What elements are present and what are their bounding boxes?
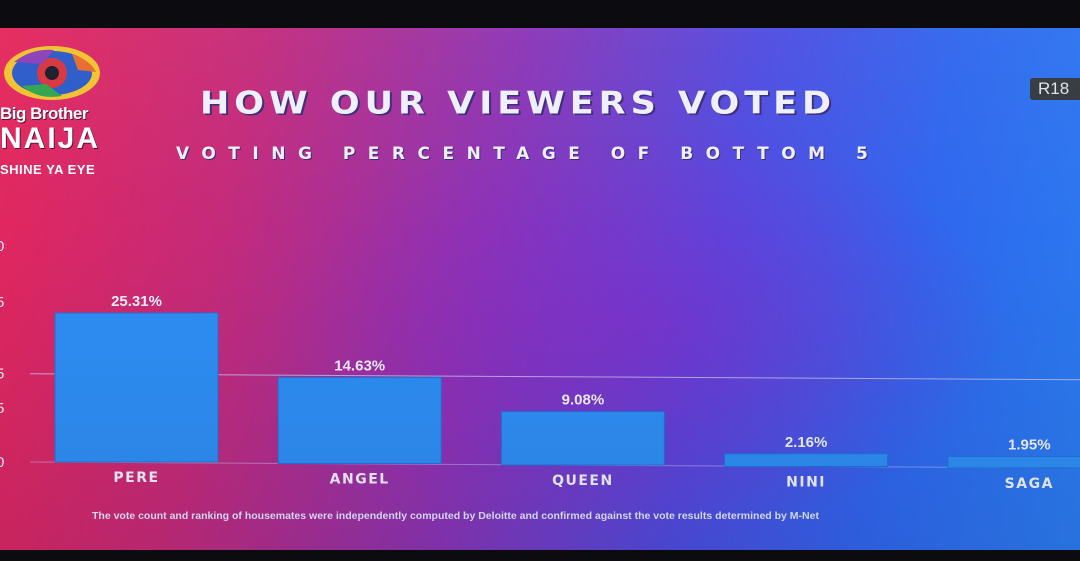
logo-text-naija: NAIJA [0,122,101,155]
age-rating-badge: R18 [1030,78,1080,100]
bar-angel [277,376,442,464]
category-label: SAGA [1005,476,1054,492]
y-tick-label: 5 [0,294,4,311]
bar-chart: 0 5 5 5 0 25.31% PERE 14.63% ANGEL 9.08% QUEEN 2.16… [0,238,1080,492]
bar-nini [724,453,889,468]
y-tick-label: 0 [0,454,4,471]
data-label: 1.95% [1008,437,1051,454]
data-label: 25.31% [111,293,162,310]
chart-subtitle: VOTING PERCENTAGE OF BOTTOM 5 [176,144,881,164]
eye-logo-icon [4,46,100,100]
bar-saga [947,456,1080,469]
show-logo: Big Brother NAIJA SHINE YA EYE [0,42,120,177]
bar-pere [54,312,219,463]
data-label: 9.08% [562,392,605,409]
bar-queen [500,411,665,466]
data-label: 14.63% [334,357,385,374]
data-label: 2.16% [785,434,828,451]
category-label: PERE [113,470,159,486]
category-label: ANGEL [330,472,390,488]
logo-text-big-brother: Big Brother [0,104,89,123]
y-tick-label: 0 [0,238,4,255]
y-tick-label: 5 [0,400,4,417]
logo-text-tagline: SHINE YA EYE [0,162,96,177]
tv-bezel-bottom [0,550,1080,561]
broadcast-screen: Big Brother NAIJA SHINE YA EYE R18 HOW O… [0,28,1080,550]
y-tick-label: 5 [0,366,4,383]
category-label: NINI [786,475,826,491]
category-label: QUEEN [552,473,614,489]
chart-title: HOW OUR VIEWERS VOTED [200,86,837,122]
footnote: The vote count and ranking of housemates… [92,510,819,522]
